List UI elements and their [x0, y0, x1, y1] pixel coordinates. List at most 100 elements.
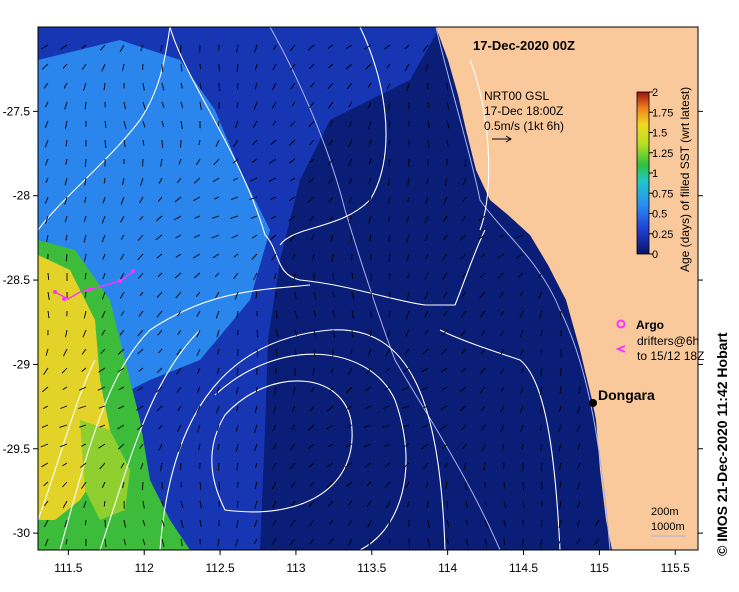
current-vector [199, 500, 203, 509]
current-vector [269, 234, 277, 241]
current-vector [234, 120, 239, 129]
y-tick-label: -29 [13, 357, 31, 371]
current-vector [81, 44, 87, 49]
current-vector [560, 310, 562, 318]
current-vector [157, 272, 163, 278]
current-vector [559, 500, 562, 509]
current-vector [478, 215, 486, 222]
current-vector [403, 443, 410, 448]
current-vector [43, 500, 49, 507]
current-vector [251, 253, 258, 260]
current-vector [158, 348, 163, 354]
current-vector [577, 462, 581, 469]
current-vector [332, 272, 335, 280]
current-vector [465, 538, 469, 547]
current-vector [158, 177, 163, 184]
current-vector [193, 234, 201, 239]
current-vector [327, 44, 334, 49]
current-vector [236, 63, 239, 72]
current-vector [142, 101, 146, 110]
current-vector [522, 481, 525, 491]
current-vector [217, 120, 220, 127]
current-vector [138, 310, 144, 317]
current-vector [348, 177, 353, 184]
current-vector [65, 538, 68, 545]
current-vector [252, 139, 258, 145]
current-vector [406, 215, 410, 223]
x-tick-label: 114.5 [509, 561, 538, 575]
current-vector [421, 424, 429, 429]
current-vector [290, 120, 296, 127]
current-vector [503, 500, 507, 509]
current-vector [388, 120, 391, 129]
current-vector [481, 329, 486, 335]
current-vector [42, 405, 49, 409]
current-vector [142, 82, 145, 91]
current-vector [520, 424, 524, 433]
current-vector [47, 272, 50, 281]
current-vector [156, 310, 163, 318]
current-vector [249, 177, 258, 182]
current-vector [44, 538, 49, 547]
current-vector [236, 462, 239, 471]
current-vector [123, 139, 126, 148]
current-vector [176, 367, 182, 375]
current-vector [196, 367, 201, 374]
current-vector [388, 158, 391, 166]
current-vector [196, 386, 201, 393]
current-vector [368, 158, 372, 165]
current-vector [98, 443, 106, 449]
current-vector [43, 367, 49, 375]
current-vector [272, 63, 277, 71]
current-vector [176, 310, 182, 317]
current-vector [273, 519, 277, 525]
current-vector [326, 424, 334, 430]
x-tick-label: 115 [590, 561, 609, 575]
current-vector [62, 481, 68, 488]
current-vector [120, 196, 125, 205]
colorbar-label: Age (days) of filled SST (wrt latest) [678, 87, 692, 272]
argo-legend-icon [616, 319, 626, 329]
colorbar-tick-label: 0.5 [652, 209, 667, 221]
current-vector [519, 291, 524, 297]
current-vector [137, 329, 144, 337]
current-vector [382, 424, 391, 428]
current-vector [369, 329, 372, 336]
current-vector [401, 386, 410, 391]
current-vector [440, 348, 448, 355]
current-vector [180, 538, 183, 547]
current-vector [593, 538, 600, 546]
current-vector [425, 253, 429, 260]
drifter-track [54, 271, 134, 300]
current-vector [405, 348, 410, 354]
current-vector [142, 120, 146, 128]
current-vector [424, 310, 429, 318]
colorbar-tick-label: 1.75 [652, 107, 673, 119]
current-vector [291, 101, 296, 107]
land [436, 27, 698, 550]
current-vector [104, 538, 107, 547]
current-vector [500, 405, 505, 413]
current-vector [179, 462, 182, 470]
current-vector [140, 44, 144, 52]
current-vector [254, 44, 258, 53]
current-vector [98, 367, 106, 373]
current-vector [249, 196, 258, 201]
current-vector [345, 63, 353, 70]
current-vector [142, 481, 144, 490]
current-vector [348, 367, 353, 375]
current-vector [236, 519, 239, 528]
current-vector [83, 310, 87, 319]
current-vector [142, 500, 145, 509]
current-vector [578, 386, 581, 394]
current-vector [175, 234, 182, 239]
y-tick-label: -30 [13, 526, 31, 540]
current-vector [389, 272, 391, 281]
current-vector [270, 196, 277, 200]
current-vector [64, 120, 68, 129]
current-vector [460, 310, 467, 318]
current-vector [540, 329, 543, 337]
current-vector [288, 158, 296, 164]
current-vector [159, 462, 163, 471]
current-vector [517, 272, 524, 278]
